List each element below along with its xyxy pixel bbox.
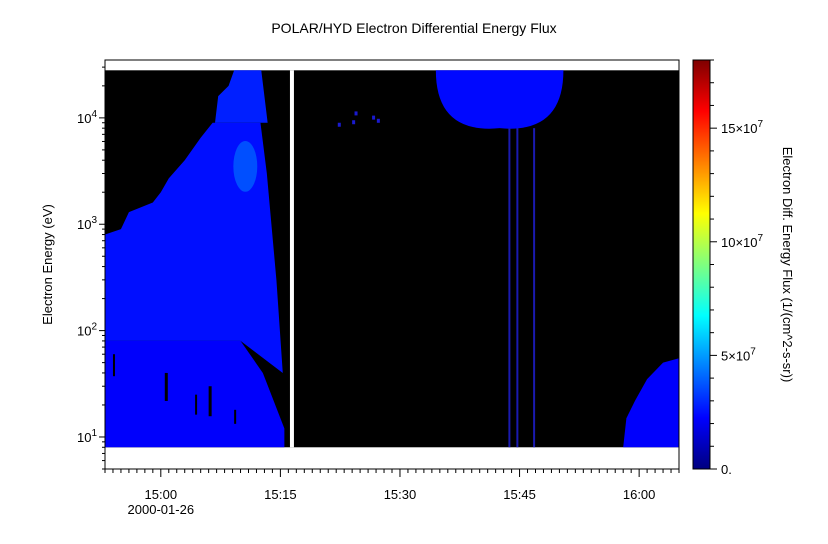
vertical-streak-0 (508, 128, 511, 448)
y-tick-label-2: 103 (77, 215, 97, 232)
vertical-streak-1 (516, 128, 519, 448)
data-gap (289, 70, 294, 448)
data-dropout-0 (164, 372, 168, 401)
speck-4 (337, 122, 341, 127)
speck-0 (352, 120, 356, 125)
x-tick-label-1: 15:15 (264, 487, 297, 502)
colorbar-gradient (692, 59, 711, 470)
speck-3 (376, 118, 380, 123)
colorbar-tick-label-3: 15×107 (721, 119, 764, 136)
plot-area (105, 60, 679, 469)
region-high-energy-top (215, 70, 268, 123)
region-upper-arc (435, 70, 564, 129)
y-axis-title: Electron Energy (eV) (40, 204, 55, 325)
data-dropout-2 (208, 386, 212, 417)
data-dropout-4 (112, 354, 115, 377)
vertical-streak-2 (533, 128, 536, 448)
chart-title: POLAR/HYD Electron Differential Energy F… (271, 20, 557, 36)
y-tick-label-0: 101 (77, 428, 97, 445)
x-tick-label-4: 16:00 (623, 487, 656, 502)
colorbar-title: Electron Diff. Energy Flux (1/(cm^2-s-sr… (780, 147, 795, 383)
region-late-patch (623, 358, 679, 448)
y-tick-label-1: 102 (77, 322, 97, 339)
colorbar-tick-label-0: 0. (721, 462, 732, 477)
colorbar-tick-label-1: 5×107 (721, 346, 756, 363)
data-dropout-1 (195, 394, 198, 415)
y-tick-label-3: 104 (77, 109, 97, 126)
axes: 101 102 103 104 15:00 15:15 15:30 15:45 16:00 200… (40, 59, 680, 517)
x-tick-label-0: 15:00 (145, 487, 178, 502)
x-tick-label-3: 15:45 (503, 487, 536, 502)
speck-1 (354, 111, 358, 116)
speck-2 (372, 115, 376, 120)
x-date-label: 2000-01-26 (128, 502, 195, 517)
region-peak-core (233, 140, 258, 192)
colorbar-tick-label-2: 10×107 (721, 233, 764, 250)
data-dropout-3 (234, 409, 237, 424)
colorbar: 0. 5×107 10×107 15×107 Electron Diff. Energy… (692, 59, 795, 477)
region-low-energy-band (105, 340, 285, 448)
x-tick-label-2: 15:30 (384, 487, 417, 502)
